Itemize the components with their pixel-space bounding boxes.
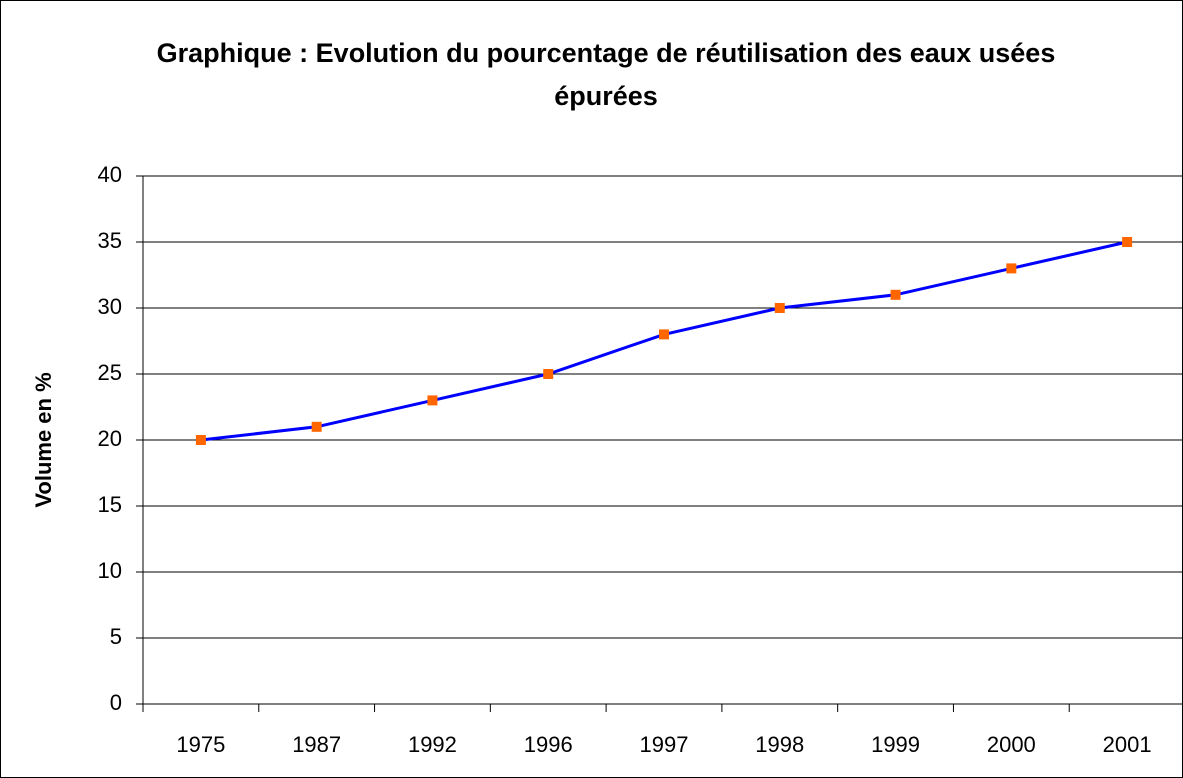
data-point [195, 435, 206, 445]
data-point [427, 395, 438, 406]
data-point [1122, 237, 1133, 247]
x-tick-label: 1992 [408, 732, 457, 757]
y-tick-label: 35 [98, 228, 122, 253]
data-point [311, 421, 322, 432]
chart-title: Graphique : Evolution du pourcentage de … [156, 38, 1056, 111]
data-point [543, 369, 554, 379]
y-tick-label: 25 [98, 360, 122, 385]
x-tick-label: 1975 [176, 732, 225, 757]
x-tick-label: 1997 [640, 732, 689, 757]
y-tick-label: 30 [98, 294, 122, 319]
y-tick-label: 40 [98, 162, 122, 187]
y-tick-label: 15 [98, 492, 122, 517]
data-point [659, 329, 669, 340]
x-tick-label: 1987 [292, 732, 341, 757]
y-tick-label: 20 [98, 426, 122, 451]
x-tick-label: 1996 [524, 732, 573, 757]
y-tick-label: 10 [98, 558, 122, 583]
x-tick-label: 2000 [987, 732, 1036, 757]
y-tick-label: 0 [110, 690, 122, 715]
x-tick-label: 1999 [871, 732, 920, 757]
data-point [774, 303, 785, 313]
y-axis-label: Volume en % [31, 372, 56, 507]
y-tick-label: 5 [110, 624, 122, 649]
data-point [1006, 263, 1017, 274]
x-tick-label: 2001 [1103, 732, 1152, 757]
x-tick-label: 1998 [755, 732, 804, 757]
data-point [890, 289, 901, 300]
